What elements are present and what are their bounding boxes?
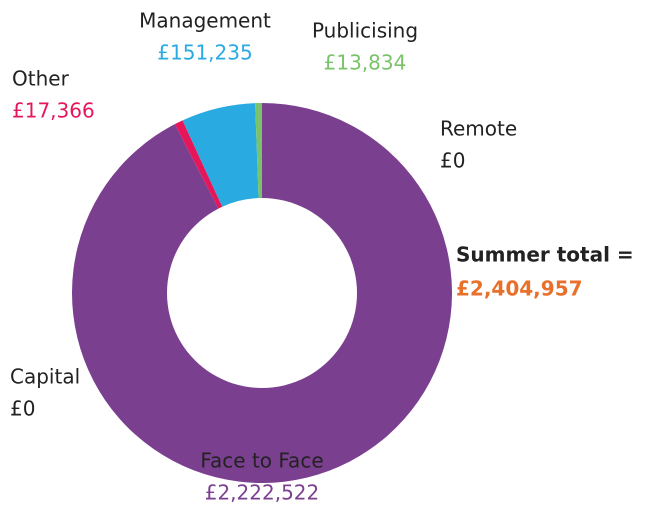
slice-label: Remote — [440, 117, 517, 141]
total-label: Summer total = — [456, 243, 634, 267]
slice-value: £151,235 — [157, 41, 252, 65]
donut-slice — [174, 124, 219, 209]
donut-slice — [174, 120, 223, 209]
total-value: £2,404,957 — [456, 277, 583, 301]
slice-label: Management — [139, 9, 271, 33]
donut-slice — [182, 103, 259, 207]
donut-slice — [255, 103, 262, 199]
slice-value: £0 — [440, 149, 465, 173]
slice-label: Other — [12, 67, 70, 91]
slice-label: Publicising — [312, 19, 418, 43]
slice-value: £0 — [10, 397, 35, 421]
slice-label: Face to Face — [200, 449, 323, 473]
slice-value: £2,222,522 — [205, 481, 320, 505]
slice-value: £13,834 — [324, 51, 407, 75]
donut-slice — [72, 103, 453, 483]
slice-label: Capital — [10, 365, 80, 389]
slice-value: £17,366 — [12, 99, 95, 123]
